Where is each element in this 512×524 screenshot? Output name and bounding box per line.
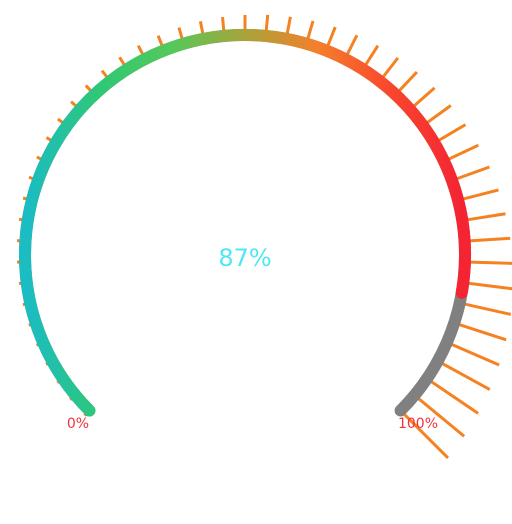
gauge-tick bbox=[434, 358, 491, 391]
gauge-tick bbox=[397, 407, 450, 460]
gauge-tick bbox=[411, 392, 466, 438]
gauge-tick bbox=[423, 375, 479, 415]
gauge-tick bbox=[443, 339, 500, 367]
tick-marks bbox=[16, 14, 512, 460]
gauge-min-label: 0% bbox=[67, 416, 89, 432]
gauge-value-label: 87% bbox=[218, 244, 271, 272]
gauge-tick bbox=[450, 320, 507, 342]
gauge-max-label: 100% bbox=[398, 416, 438, 432]
gauge-tick bbox=[456, 300, 512, 316]
gauge-progress-arc bbox=[18, 28, 471, 417]
